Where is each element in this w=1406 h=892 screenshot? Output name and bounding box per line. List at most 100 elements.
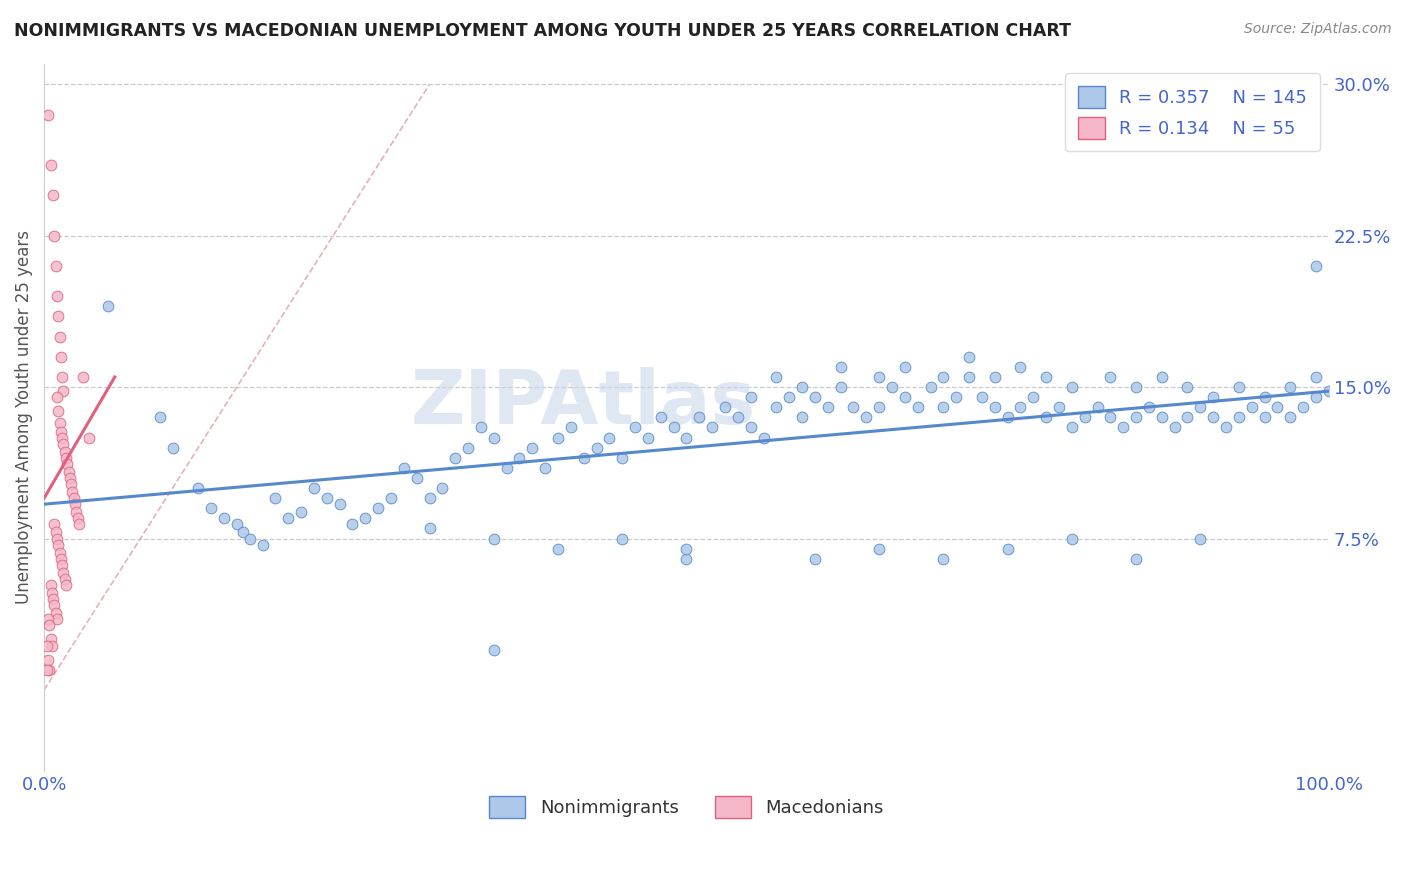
Point [830,359,852,374]
Point [67,517,90,532]
Point [508,450,530,465]
Point [49,350,72,364]
Y-axis label: Unemployment Among Youth under 25 years: Unemployment Among Youth under 25 years [15,230,32,605]
Point [804,551,827,566]
Point [200,501,222,516]
Point [72,370,94,384]
Point [1035,370,1057,384]
Point [1227,410,1250,425]
Point [342,517,364,532]
Point [804,390,827,404]
Point [59,471,82,485]
Point [534,460,557,475]
Point [44,517,66,532]
Point [418,521,440,535]
Point [39,632,62,647]
Point [60,477,83,491]
Point [39,158,62,172]
Point [51,558,73,572]
Point [63,497,86,511]
Point [405,471,427,485]
Point [482,431,505,445]
Point [1087,401,1109,415]
Point [868,541,890,556]
Point [187,481,209,495]
Point [35,663,58,677]
Point [894,359,917,374]
Point [830,380,852,394]
Point [432,481,454,495]
Point [277,511,299,525]
Point [354,511,377,525]
Point [45,525,67,540]
Point [752,431,775,445]
Point [598,431,620,445]
Point [53,444,76,458]
Point [1010,401,1032,415]
Point [97,299,120,313]
Point [880,380,903,394]
Point [740,390,762,404]
Point [51,370,73,384]
Point [252,538,274,552]
Point [817,401,839,415]
Point [212,511,235,525]
Point [46,612,69,626]
Point [48,546,70,560]
Point [302,481,325,495]
Point [1163,420,1185,434]
Point [1215,420,1237,434]
Point [418,491,440,505]
Point [42,592,65,607]
Point [714,401,737,415]
Point [35,639,58,653]
Point [38,663,60,677]
Point [1150,410,1173,425]
Point [907,401,929,415]
Point [675,431,697,445]
Point [232,525,254,540]
Point [37,653,59,667]
Point [740,420,762,434]
Point [1137,401,1160,415]
Point [547,541,569,556]
Point [44,598,66,612]
Point [778,390,800,404]
Point [945,390,967,404]
Point [49,425,72,439]
Point [970,390,993,404]
Point [984,401,1007,415]
Point [225,517,247,532]
Point [1202,410,1225,425]
Point [149,410,172,425]
Point [1202,390,1225,404]
Point [1022,390,1045,404]
Point [1305,390,1327,404]
Point [842,401,865,415]
Point [1125,551,1147,566]
Point [482,642,505,657]
Point [49,551,72,566]
Point [1073,410,1095,425]
Point [470,420,492,434]
Point [612,450,634,465]
Point [58,465,80,479]
Point [984,370,1007,384]
Point [46,390,69,404]
Point [997,541,1019,556]
Point [162,441,184,455]
Point [1189,401,1212,415]
Point [790,410,813,425]
Point [1267,401,1289,415]
Point [1177,380,1199,394]
Point [37,612,59,626]
Point [38,618,60,632]
Point [60,485,83,500]
Point [45,259,67,273]
Point [522,441,544,455]
Point [1292,401,1315,415]
Point [1227,380,1250,394]
Point [1150,370,1173,384]
Point [46,532,69,546]
Point [1305,370,1327,384]
